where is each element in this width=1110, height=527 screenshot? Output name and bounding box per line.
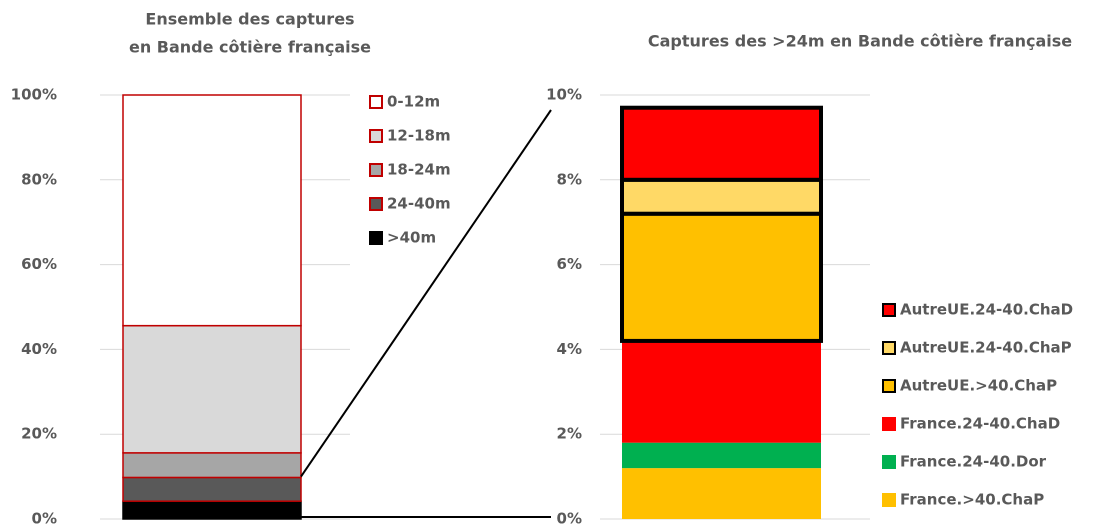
- bar-segment: [622, 340, 821, 443]
- bar-segment: [122, 452, 302, 479]
- chart-title: Captures des >24m en Bande côtière franç…: [648, 32, 1072, 51]
- legend-label: France.24-40.ChaD: [900, 415, 1060, 433]
- legend-label: >40m: [387, 229, 436, 247]
- legend-label: AutreUE.24-40.ChaP: [900, 339, 1072, 357]
- bar-segment: [122, 500, 302, 520]
- y-tick-label: 80%: [21, 170, 57, 188]
- bar-segment: [620, 211, 823, 343]
- bar-segment: [122, 94, 302, 327]
- y-tick-label: 60%: [21, 255, 57, 273]
- legend-swatch: [882, 379, 896, 393]
- legend-swatch: [369, 163, 383, 177]
- legend-swatch: [369, 231, 383, 245]
- chart-title: en Bande côtière française: [129, 38, 371, 57]
- legend-swatch: [882, 493, 896, 507]
- legend-swatch: [369, 197, 383, 211]
- bar-segment: [622, 468, 821, 519]
- y-tick-label: 8%: [557, 170, 582, 188]
- y-tick-label: 100%: [11, 86, 57, 104]
- legend-label: France.24-40.Dor: [900, 453, 1047, 471]
- bar-segment: [620, 177, 823, 216]
- legend-label: 12-18m: [387, 127, 451, 145]
- legend-label: 24-40m: [387, 195, 451, 213]
- bar-segment: [620, 105, 823, 182]
- legend-label: 18-24m: [387, 161, 451, 179]
- y-tick-label: 4%: [557, 340, 582, 358]
- legend-label: France.>40.ChaP: [900, 491, 1044, 509]
- bar-segment: [122, 324, 302, 454]
- legend-swatch: [882, 303, 896, 317]
- bar-segment: [622, 442, 821, 469]
- y-tick-label: 2%: [557, 425, 582, 443]
- legend-swatch: [369, 129, 383, 143]
- y-tick-label: 0%: [32, 510, 57, 527]
- legend-swatch: [882, 417, 896, 431]
- legend-swatch: [882, 341, 896, 355]
- y-tick-label: 10%: [546, 86, 582, 104]
- legend-swatch: [369, 95, 383, 109]
- y-tick-label: 0%: [557, 510, 582, 527]
- y-tick-label: 20%: [21, 425, 57, 443]
- y-tick-label: 6%: [557, 255, 582, 273]
- y-tick-label: 40%: [21, 340, 57, 358]
- legend-swatch: [882, 455, 896, 469]
- legend-label: AutreUE.24-40.ChaD: [900, 301, 1073, 319]
- bar-segment: [122, 476, 302, 502]
- legend-label: 0-12m: [387, 93, 440, 111]
- chart-title: Ensemble des captures: [145, 10, 354, 29]
- connector-line: [300, 109, 552, 478]
- legend-label: AutreUE.>40.ChaP: [900, 377, 1057, 395]
